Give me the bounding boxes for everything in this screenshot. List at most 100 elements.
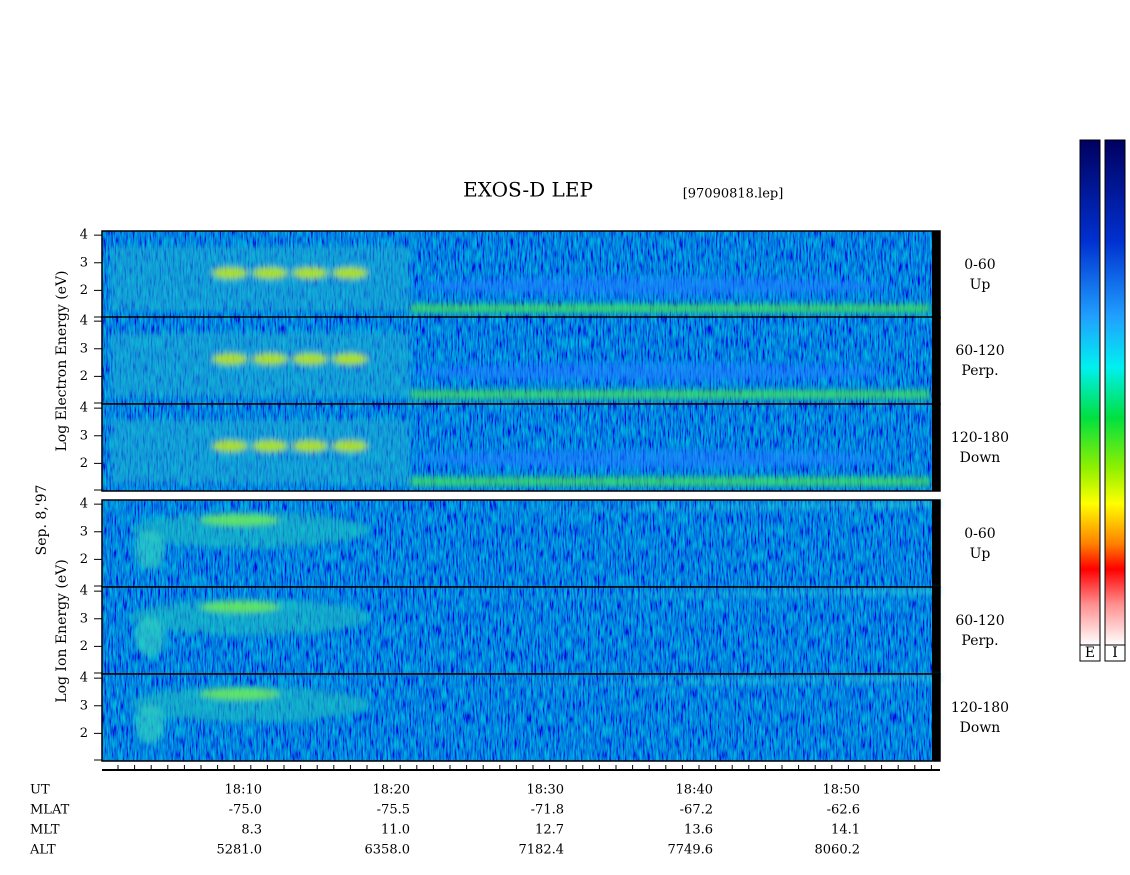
row-value: 14.1 bbox=[831, 823, 860, 838]
row-name: ALT bbox=[29, 843, 56, 858]
feature bbox=[410, 450, 890, 468]
y-tick-label: 2 bbox=[80, 456, 88, 471]
feature bbox=[410, 363, 890, 381]
colorbar bbox=[1079, 139, 1101, 646]
feature bbox=[292, 353, 328, 365]
feature bbox=[200, 514, 280, 526]
colorbar-box bbox=[1104, 644, 1126, 662]
spectrogram-panel bbox=[101, 230, 941, 319]
row-value: 5281.0 bbox=[217, 843, 263, 858]
feature bbox=[292, 267, 328, 279]
feature bbox=[110, 246, 410, 311]
pitch-label: 0-60 bbox=[964, 257, 995, 273]
direction-label: Perp. bbox=[961, 633, 998, 649]
spectrogram-features bbox=[110, 419, 930, 486]
row-value: 13.6 bbox=[684, 823, 713, 838]
row-name: UT bbox=[30, 783, 50, 798]
y-tick-label: 2 bbox=[80, 552, 88, 567]
panel-edge bbox=[932, 231, 940, 318]
row-value: 18:10 bbox=[225, 783, 262, 798]
row-value: 18:40 bbox=[676, 783, 713, 798]
spectrogram-panel bbox=[101, 403, 941, 492]
feature bbox=[422, 676, 940, 686]
panel-edge bbox=[932, 317, 940, 404]
spectrogram-panel bbox=[101, 316, 941, 405]
direction-label: Down bbox=[960, 720, 1001, 736]
feature bbox=[130, 599, 370, 635]
feature bbox=[422, 502, 940, 512]
feature bbox=[422, 589, 940, 599]
panel-edge bbox=[932, 674, 940, 761]
date-label: Sep. 8,'97 bbox=[34, 485, 50, 556]
title: EXOS-D LEP bbox=[463, 178, 593, 202]
feature bbox=[410, 277, 890, 295]
feature bbox=[332, 353, 368, 365]
feature bbox=[200, 601, 280, 613]
y-tick-label: 3 bbox=[80, 255, 88, 270]
row-value: -62.6 bbox=[827, 803, 860, 818]
y-tick-label: 4 bbox=[80, 228, 88, 243]
row-value: 12.7 bbox=[535, 823, 564, 838]
row-value: 7182.4 bbox=[519, 843, 565, 858]
file-name: [97090818.lep] bbox=[683, 187, 784, 202]
feature bbox=[130, 686, 370, 722]
direction-label: Up bbox=[970, 277, 991, 293]
panel-frame bbox=[101, 403, 941, 492]
spectrogram-features bbox=[130, 502, 940, 570]
spectrogram-panel bbox=[101, 673, 941, 762]
row-value: 18:20 bbox=[373, 783, 410, 798]
spectrogram-features bbox=[130, 676, 940, 744]
colorbars: E I bbox=[1079, 139, 1126, 662]
row-value: -75.0 bbox=[229, 803, 262, 818]
row-name: MLT bbox=[30, 823, 60, 838]
colorbar-label: E bbox=[1085, 645, 1095, 661]
y-tick-label: 2 bbox=[80, 726, 88, 741]
y-tick-label: 4 bbox=[80, 584, 88, 599]
y-tick-label: 2 bbox=[80, 369, 88, 384]
feature bbox=[200, 688, 280, 700]
pitch-label: 120-180 bbox=[951, 700, 1009, 716]
y-tick-label: 2 bbox=[80, 283, 88, 298]
axis-label: Log Electron Energy (eV) bbox=[54, 270, 70, 451]
feature bbox=[212, 440, 248, 452]
row-value: 7749.6 bbox=[668, 843, 714, 858]
feature bbox=[110, 332, 410, 397]
colorbar bbox=[1104, 139, 1126, 646]
y-tick-label: 3 bbox=[80, 524, 88, 539]
row-value: 18:30 bbox=[527, 783, 564, 798]
feature bbox=[292, 440, 328, 452]
colorbar-label: I bbox=[1112, 645, 1118, 661]
y-tick-label: 4 bbox=[80, 671, 88, 686]
y-tick-label: 3 bbox=[80, 611, 88, 626]
direction-label: Perp. bbox=[961, 363, 998, 379]
spectrogram-features bbox=[110, 332, 930, 399]
spectrogram-features bbox=[130, 589, 940, 657]
panel-edge bbox=[932, 500, 940, 587]
feature bbox=[135, 704, 165, 744]
y-tick-label: 4 bbox=[80, 401, 88, 416]
row-value: -71.8 bbox=[531, 803, 564, 818]
y-tick-label: 3 bbox=[80, 428, 88, 443]
pitch-label: 0-60 bbox=[964, 526, 995, 542]
feature bbox=[252, 267, 288, 279]
spectrogram-features bbox=[110, 246, 930, 313]
axis-label: Log Ion Energy (eV) bbox=[54, 559, 70, 702]
row-value: -75.5 bbox=[377, 803, 410, 818]
feature bbox=[135, 530, 165, 570]
feature bbox=[130, 512, 370, 548]
feature bbox=[332, 267, 368, 279]
feature bbox=[252, 440, 288, 452]
direction-label: Up bbox=[970, 546, 991, 562]
row-value: -67.2 bbox=[680, 803, 713, 818]
row-value: 8060.2 bbox=[815, 843, 861, 858]
spectrogram-panel bbox=[101, 586, 941, 675]
y-tick-label: 2 bbox=[80, 639, 88, 654]
feature bbox=[332, 440, 368, 452]
row-value: 8.3 bbox=[241, 823, 262, 838]
colorbar-box bbox=[1079, 644, 1101, 662]
feature bbox=[410, 304, 930, 313]
y-tick-label: 3 bbox=[80, 698, 88, 713]
row-value: 6358.0 bbox=[365, 843, 411, 858]
feature bbox=[110, 419, 410, 484]
